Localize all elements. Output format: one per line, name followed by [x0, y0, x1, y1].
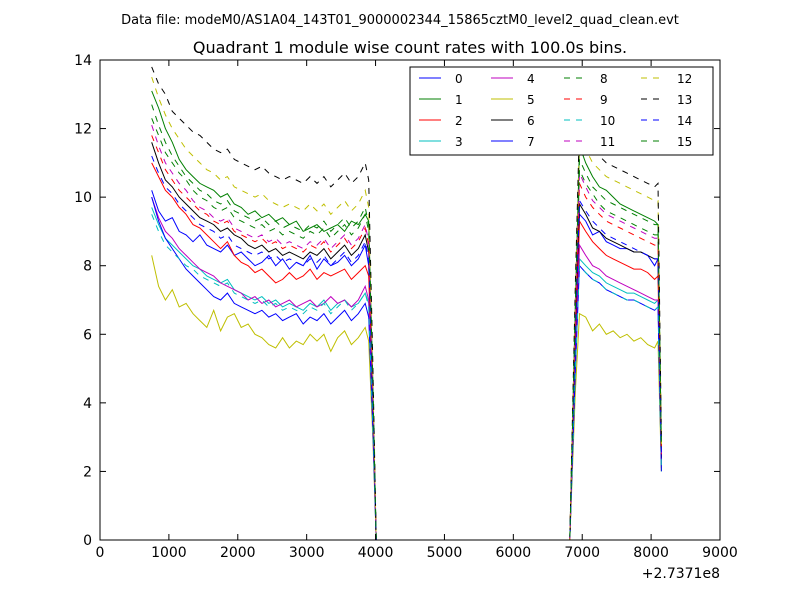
- chart-title: Quadrant 1 module wise count rates with …: [193, 38, 627, 57]
- legend-label-2: 2: [455, 114, 463, 128]
- legend-label-15: 15: [677, 135, 692, 149]
- legend-label-13: 13: [677, 93, 692, 107]
- series-14-line: [151, 155, 662, 541]
- legend-label-3: 3: [455, 135, 463, 149]
- x-tick-label: 0: [96, 545, 105, 561]
- legend-label-6: 6: [527, 114, 535, 128]
- y-tick-label: 10: [74, 190, 92, 206]
- legend-label-1: 1: [455, 93, 463, 107]
- y-tick-label: 8: [83, 259, 92, 275]
- series-12-line: [151, 76, 662, 541]
- series-1-line: [151, 90, 662, 541]
- series-6-line: [151, 142, 662, 541]
- series-2-line: [151, 162, 662, 541]
- legend-label-8: 8: [600, 72, 608, 86]
- ticks-layer: 0 1000 2000 3000 4000 5000 6000 7000 8000 9000 0 2 4…: [74, 53, 738, 561]
- y-tick-label: 0: [83, 533, 92, 549]
- series-10-line: [151, 214, 662, 541]
- series-4-line: [151, 196, 662, 541]
- series-7-line: [151, 196, 662, 541]
- x-tick-label: 3000: [289, 545, 325, 561]
- x-offset-label: +2.7371e8: [642, 566, 720, 582]
- series-13-line: [151, 66, 662, 541]
- legend-label-14: 14: [677, 114, 692, 128]
- legend-label-0: 0: [455, 72, 463, 86]
- x-tick-label: 2000: [220, 545, 256, 561]
- series-9-line: [151, 135, 662, 541]
- y-tick-label: 12: [74, 122, 92, 138]
- legend-label-9: 9: [600, 93, 608, 107]
- legend-label-12: 12: [677, 72, 692, 86]
- y-tick-label: 6: [83, 327, 92, 343]
- x-tick-label: 9000: [702, 545, 738, 561]
- series-5-line: [151, 255, 662, 541]
- legend-box: [409, 66, 714, 156]
- series-layer: [151, 66, 662, 541]
- series-3-line: [151, 207, 662, 541]
- x-tick-label: 6000: [496, 545, 532, 561]
- x-tick-label: 1000: [151, 545, 187, 561]
- legend-label-11: 11: [600, 135, 615, 149]
- chart-suptitle: Data file: modeM0/AS1A04_143T01_90000023…: [121, 13, 679, 28]
- legend-label-10: 10: [600, 114, 615, 128]
- x-tick-label: 4000: [358, 545, 394, 561]
- y-tick-label: 14: [74, 53, 92, 69]
- legend-label-5: 5: [527, 93, 535, 107]
- series-0-line: [151, 190, 662, 541]
- legend-label-4: 4: [527, 72, 535, 86]
- x-tick-label: 7000: [564, 545, 600, 561]
- x-tick-label: 8000: [633, 545, 669, 561]
- x-tick-label: 5000: [427, 545, 463, 561]
- legend-label-7: 7: [527, 135, 535, 149]
- y-tick-label: 2: [83, 464, 92, 480]
- series-15-line: [151, 104, 662, 541]
- y-tick-label: 4: [83, 396, 92, 412]
- series-11-line: [151, 124, 662, 541]
- plot-frame: [99, 59, 721, 541]
- series-8-line: [151, 118, 662, 541]
